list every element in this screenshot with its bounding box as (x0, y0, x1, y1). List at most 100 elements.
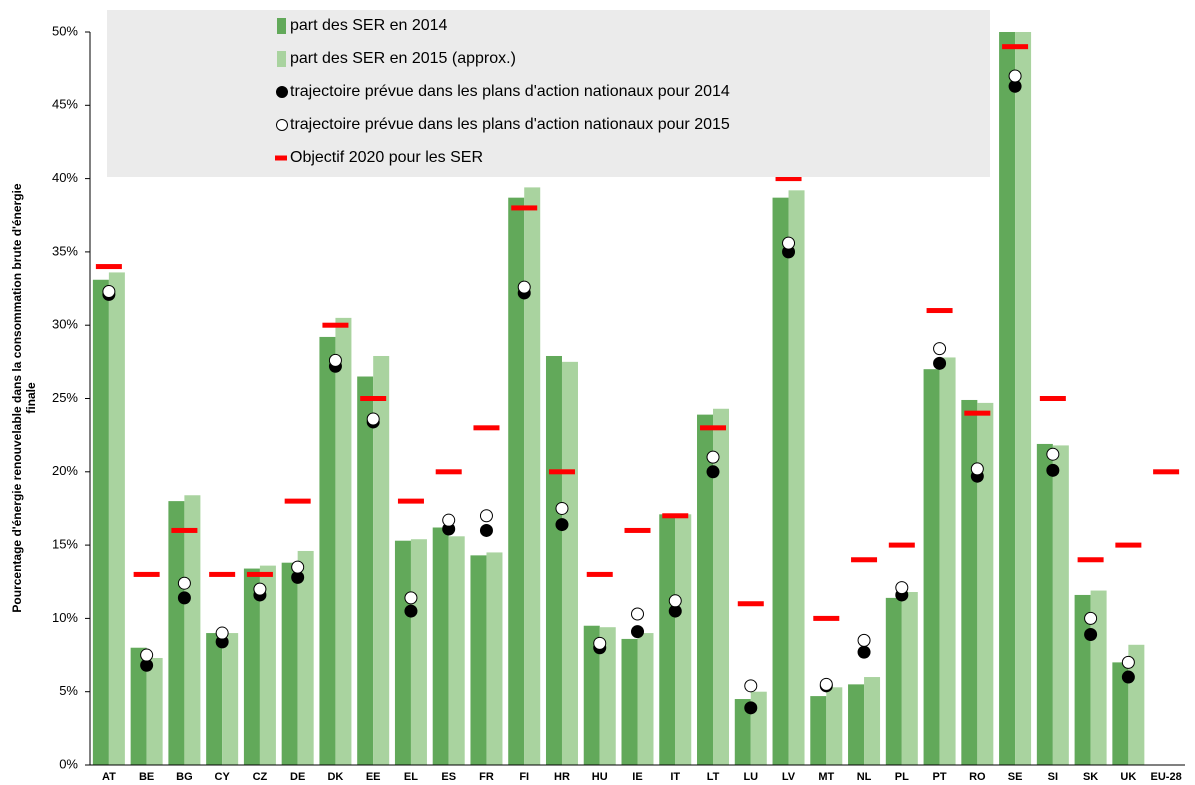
bar (297, 550, 314, 765)
target-dash (888, 542, 915, 548)
bar (222, 633, 239, 765)
trajectory-dot (479, 509, 493, 523)
trajectory-dot (140, 648, 154, 662)
trajectory-dot (1084, 628, 1098, 642)
bar (206, 633, 223, 765)
trajectory-dot (215, 626, 229, 640)
bar (788, 190, 805, 765)
bar (130, 647, 147, 765)
x-tick-label: DK (327, 771, 343, 783)
target-dash (1002, 44, 1029, 50)
x-tick-label: LT (707, 771, 720, 783)
trajectory-dot (857, 633, 871, 647)
x-tick-label: HR (554, 771, 570, 783)
target-dash (1115, 542, 1142, 548)
legend-label: Objectif 2020 pour les SER (290, 149, 483, 166)
bar (524, 187, 541, 765)
trajectory-dot (177, 591, 191, 605)
trajectory-dot (857, 645, 871, 659)
bar (675, 514, 692, 765)
trajectory-dot (819, 677, 833, 691)
bar (734, 699, 751, 765)
bar (394, 540, 411, 765)
y-tick-label: 15% (52, 537, 78, 552)
x-tick-label: FR (479, 771, 494, 783)
trajectory-dot (933, 356, 947, 370)
x-tick-label: UK (1120, 771, 1136, 783)
y-tick-label: 40% (52, 170, 78, 185)
target-dash (624, 527, 651, 533)
bar (470, 555, 487, 765)
bar (659, 514, 676, 765)
x-tick-label: RO (969, 771, 986, 783)
bar (486, 552, 503, 765)
target-dash (662, 513, 689, 519)
bar (545, 355, 562, 765)
target-dash (1077, 557, 1104, 563)
bar (923, 369, 940, 765)
bar (810, 696, 827, 765)
y-tick-label: 35% (52, 243, 78, 258)
target-dash (209, 571, 236, 577)
y-tick-label: 0% (59, 756, 78, 771)
trajectory-dot (668, 594, 682, 608)
bar (259, 565, 276, 765)
legend-swatch (277, 18, 286, 34)
bar (713, 408, 730, 765)
bar (697, 414, 714, 765)
trajectory-dot (593, 636, 607, 650)
target-dash (775, 176, 802, 182)
legend-label: part des SER en 2015 (approx.) (290, 50, 516, 67)
bar (621, 638, 638, 765)
y-tick-label: 45% (52, 97, 78, 112)
bar (373, 355, 390, 765)
target-dash (133, 571, 160, 577)
trajectory-dot (555, 501, 569, 515)
x-tick-label: PL (895, 771, 909, 783)
target-dash (737, 601, 764, 607)
bar (583, 625, 600, 765)
bar (999, 32, 1016, 765)
target-dash (322, 322, 349, 328)
trajectory-dot (555, 518, 569, 532)
trajectory-dot (744, 679, 758, 693)
x-tick-label: SE (1008, 771, 1023, 783)
bar (901, 592, 918, 765)
bar (410, 539, 427, 765)
target-dash (511, 205, 538, 211)
bar (146, 657, 163, 765)
target-dash (473, 425, 500, 431)
bar (772, 197, 789, 765)
target-dash (926, 308, 953, 314)
bar (432, 527, 449, 765)
y-tick-label: 10% (52, 610, 78, 625)
target-dash (95, 264, 122, 270)
x-tick-label: IE (632, 771, 642, 783)
bar (885, 597, 902, 765)
target-dash (435, 469, 462, 475)
trajectory-dot (177, 576, 191, 590)
trajectory-dot (366, 412, 380, 426)
bar (184, 495, 201, 765)
target-dash (586, 571, 613, 577)
bar (977, 402, 994, 765)
bar (848, 684, 865, 765)
y-tick-label: 25% (52, 390, 78, 405)
x-tick-label: EE (366, 771, 381, 783)
x-tick-label: LU (743, 771, 758, 783)
target-dash (397, 498, 424, 504)
trajectory-dot (253, 582, 267, 596)
bar (961, 399, 978, 765)
trajectory-dot (1046, 463, 1060, 477)
bar (243, 568, 260, 765)
x-tick-label: MT (818, 771, 834, 783)
target-dash (548, 469, 575, 475)
bar (864, 677, 881, 765)
target-dash (964, 410, 991, 416)
trajectory-dot (895, 581, 909, 595)
legend-swatch (276, 86, 288, 98)
bar (599, 627, 616, 765)
x-tick-label: SK (1083, 771, 1098, 783)
y-axis-label: finale (24, 382, 38, 414)
trajectory-dot (442, 513, 456, 527)
